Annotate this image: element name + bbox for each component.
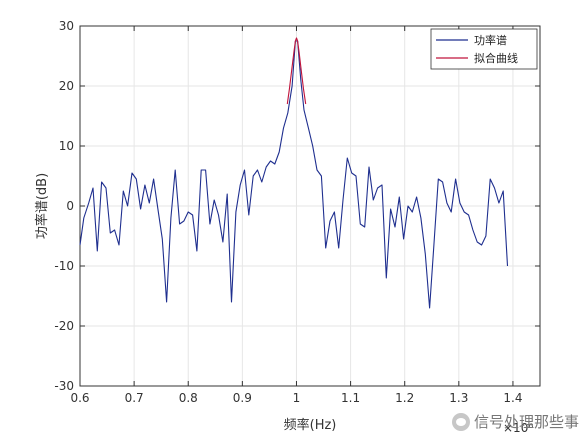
y-tick-label: -30: [54, 379, 74, 393]
x-tick-label: 0.6: [70, 391, 89, 405]
x-tick-label: 0.8: [179, 391, 198, 405]
wechat-icon: [451, 412, 470, 431]
watermark: 信号处理那些事: [451, 411, 579, 432]
x-tick-label: 0.9: [233, 391, 252, 405]
watermark-text: 信号处理那些事: [473, 413, 579, 431]
series-line-power-spectrum: [79, 40, 509, 309]
y-tick-label: 10: [59, 139, 74, 153]
x-axis-exponent: ×10⁶: [503, 421, 533, 435]
x-tick-label: 1.2: [395, 391, 414, 405]
ticks: 0.6 0.7 0.8 0.9 1 1.1 1.2 1.3 1.4 -30 -20 -10 0 10 20 3…: [54, 19, 540, 405]
x-axis-label: 频率(Hz): [284, 417, 337, 433]
y-tick-label: 20: [59, 79, 74, 93]
x-tick-label: 0.7: [125, 391, 144, 405]
legend-label-power-spectrum: 功率谱: [474, 33, 507, 47]
x-tick-label: 1.3: [449, 391, 468, 405]
y-axis-label: 功率谱(dB): [34, 173, 50, 239]
legend: 功率谱 拟合曲线: [430, 28, 538, 70]
series-line-fit-curve: [286, 37, 307, 105]
y-tick-label: -20: [54, 319, 74, 333]
x-tick-label: 1.1: [341, 391, 360, 405]
legend-box: [430, 28, 538, 70]
x-tick-label: 1.4: [503, 391, 522, 405]
grid: [80, 26, 540, 386]
y-tick-label: 30: [59, 19, 74, 33]
y-tick-label: 0: [66, 199, 74, 213]
series: [79, 37, 509, 309]
legend-label-fit-curve: 拟合曲线: [474, 51, 518, 65]
x-tick-label: 1: [293, 391, 301, 405]
y-tick-label: -10: [54, 259, 74, 273]
